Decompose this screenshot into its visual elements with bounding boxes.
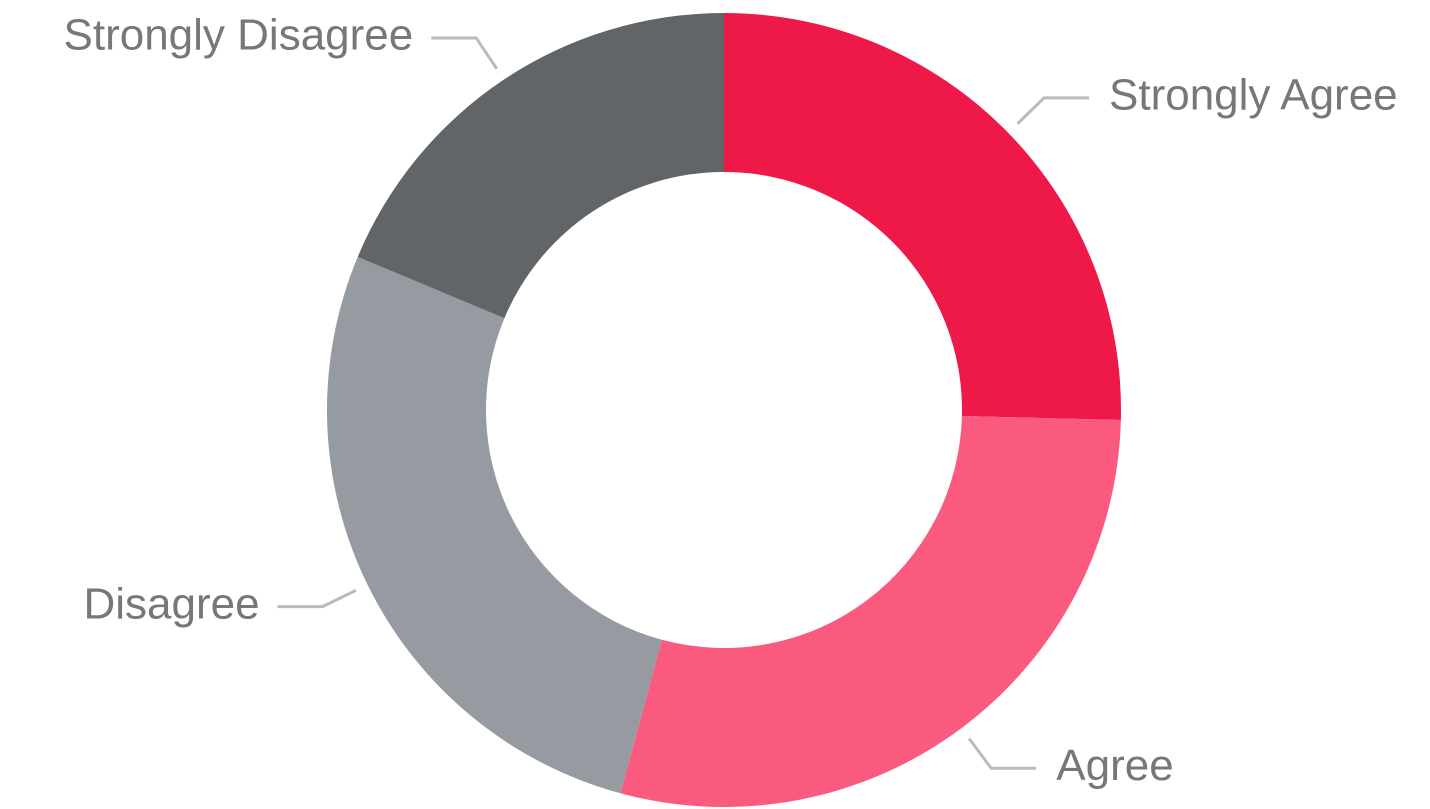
leader-line — [1016, 96, 1090, 125]
slice-label: Disagree — [83, 579, 259, 628]
slice-label: Strongly Agree — [1109, 71, 1398, 120]
leader-line — [277, 589, 357, 609]
slice-label: Strongly Disagree — [64, 11, 414, 60]
donut-slice — [724, 13, 1121, 420]
slice-label: Agree — [1056, 741, 1173, 790]
donut-slice — [357, 13, 724, 319]
leader-line — [967, 737, 1037, 770]
donut-slice — [326, 256, 662, 794]
donut-slice — [620, 415, 1121, 807]
leader-line — [431, 36, 499, 70]
